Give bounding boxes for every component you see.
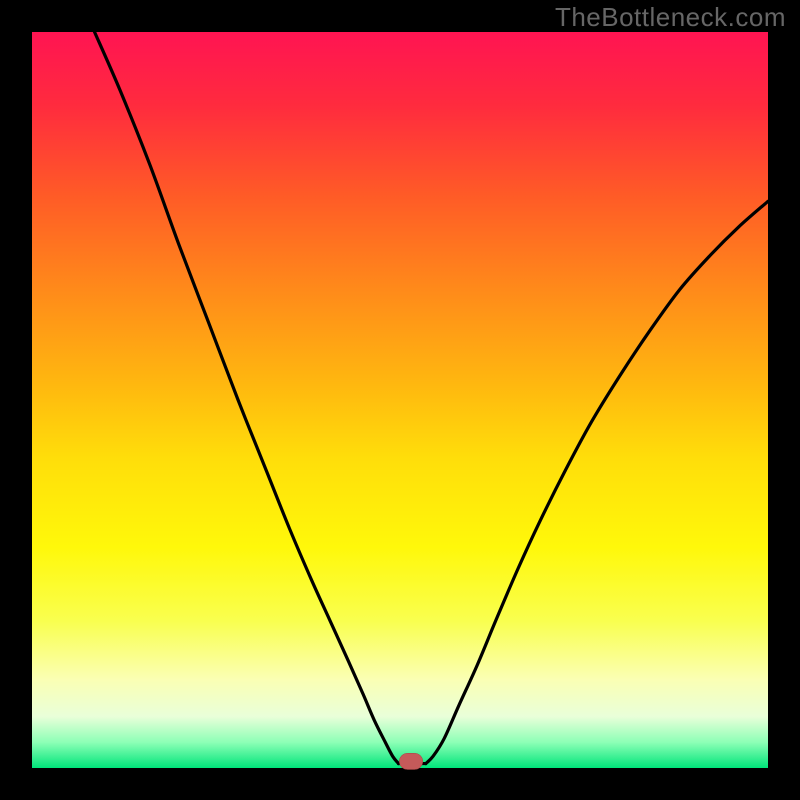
bottleneck-chart	[0, 0, 800, 800]
chart-frame: TheBottleneck.com	[0, 0, 800, 800]
optimal-point-marker	[399, 753, 423, 769]
watermark-text: TheBottleneck.com	[555, 2, 786, 33]
